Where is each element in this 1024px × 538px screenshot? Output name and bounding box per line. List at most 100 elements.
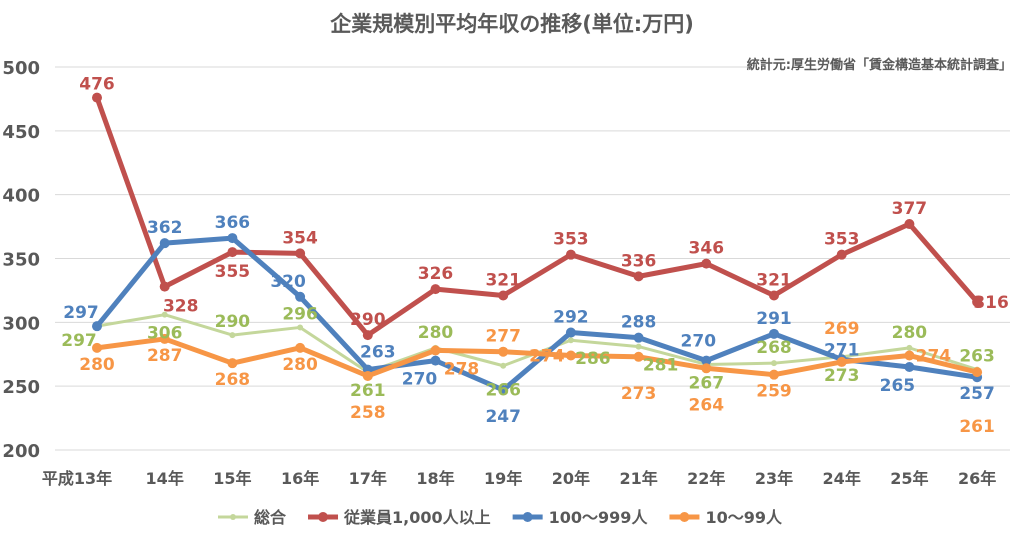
data-point (92, 342, 102, 353)
data-label: 346 (689, 239, 725, 259)
data-label: 273 (824, 366, 860, 386)
data-label: 268 (215, 370, 251, 390)
y-tick-label: 200 (2, 441, 40, 462)
data-point (904, 350, 915, 361)
data-point (500, 362, 507, 369)
data-point (92, 92, 102, 103)
data-label: 353 (553, 230, 589, 250)
data-label: 291 (756, 309, 792, 329)
data-point (701, 258, 712, 269)
data-point (227, 358, 238, 369)
data-label: 280 (418, 323, 454, 343)
x-tick-label: 21年 (619, 469, 657, 488)
data-label: 261 (959, 417, 995, 437)
data-label: 366 (215, 213, 251, 233)
data-point (159, 238, 170, 249)
data-label: 292 (553, 308, 589, 328)
data-point (159, 333, 170, 344)
y-tick-label: 350 (2, 250, 40, 271)
chart-title: 企業規模別平均年収の推移(単位:万円) (330, 12, 694, 36)
data-point (633, 351, 644, 362)
data-label: 316 (973, 293, 1009, 313)
data-point (498, 346, 509, 357)
data-label: 336 (621, 251, 657, 271)
data-point (972, 367, 983, 378)
x-tick-label: 20年 (552, 469, 590, 488)
x-tick-label: 15年 (213, 469, 251, 488)
data-label: 328 (163, 297, 199, 317)
data-label: 353 (824, 230, 860, 250)
data-label: 297 (63, 303, 99, 323)
data-point (227, 233, 238, 244)
data-label: 264 (689, 395, 725, 415)
data-point (769, 328, 779, 339)
data-label: 326 (418, 264, 454, 284)
y-tick-label: 250 (2, 377, 40, 398)
data-point (498, 384, 509, 395)
data-point (836, 249, 847, 260)
data-label: 320 (270, 272, 306, 292)
data-point (701, 355, 712, 366)
data-label: 290 (215, 312, 251, 332)
data-label: 297 (61, 331, 97, 351)
data-label: 476 (79, 75, 115, 95)
data-label: 287 (147, 346, 183, 366)
data-label: 321 (485, 271, 521, 291)
legend-label: 総合 (254, 508, 287, 527)
data-label: 280 (282, 355, 318, 375)
data-label: 247 (485, 407, 521, 427)
data-point (565, 350, 576, 361)
data-point (633, 332, 644, 343)
y-tick-label: 400 (2, 186, 40, 207)
legend-marker (318, 512, 329, 522)
series-line (96, 336, 978, 379)
data-label: 355 (215, 262, 251, 282)
data-point (295, 291, 306, 302)
legend-label: 10〜99人 (705, 508, 783, 527)
data-point (295, 342, 306, 353)
x-tick-label: 17年 (349, 469, 387, 488)
data-label: 261 (350, 381, 386, 401)
legend-marker (679, 512, 690, 522)
data-label: 259 (756, 382, 792, 402)
data-point (633, 271, 644, 282)
data-point (771, 360, 777, 367)
data-label: 377 (892, 199, 928, 219)
data-label: 269 (824, 319, 860, 339)
data-label: 273 (621, 384, 657, 404)
data-point (769, 369, 779, 380)
y-tick-label: 500 (2, 58, 40, 79)
legend-marker (230, 514, 236, 520)
data-point (227, 247, 238, 258)
data-point (297, 324, 304, 331)
y-tick-label: 450 (2, 122, 40, 143)
x-tick-label: 22年 (687, 469, 725, 488)
data-label: 354 (282, 228, 318, 248)
data-label: 281 (643, 356, 679, 376)
data-label: 306 (147, 324, 183, 344)
data-label: 257 (959, 384, 995, 404)
x-tick-label: 23年 (755, 469, 793, 488)
data-point (906, 344, 913, 351)
data-label: 286 (575, 349, 611, 369)
series-line (94, 96, 979, 338)
x-tick-label: 24年 (823, 469, 861, 488)
data-label: 267 (689, 373, 725, 393)
legend-marker (522, 512, 533, 522)
data-point (159, 281, 170, 292)
data-label: 278 (444, 359, 480, 379)
data-point (904, 219, 915, 230)
data-label: 258 (350, 403, 386, 423)
data-label: 280 (892, 323, 928, 343)
x-tick-label: 19年 (484, 469, 522, 488)
data-label: 263 (959, 347, 995, 367)
data-label: 288 (621, 313, 657, 333)
data-label: 290 (350, 310, 386, 330)
data-label: 268 (756, 338, 792, 358)
series-line (95, 235, 978, 393)
data-point (430, 345, 441, 356)
x-tick-label: 25年 (890, 469, 928, 488)
data-label: 270 (681, 332, 717, 352)
